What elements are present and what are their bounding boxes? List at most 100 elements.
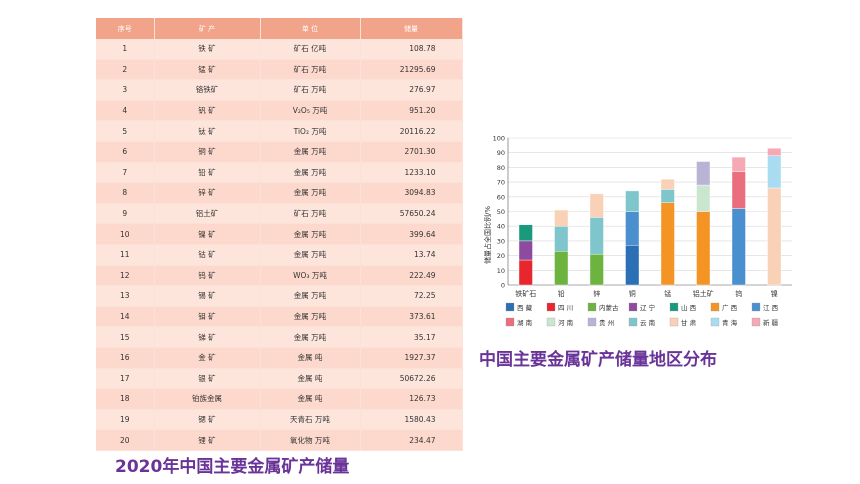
table-row: 11 钴 矿金属 万吨 13.74 <box>96 244 463 266</box>
cell-unit: V₂O₅ 万吨 <box>260 100 361 122</box>
legend-label: 河 南 <box>558 318 574 327</box>
y-tick-label: 70 <box>497 179 505 187</box>
cell-index: 8 <box>96 182 155 204</box>
bar-segment <box>518 259 533 286</box>
cell-unit: 金属 万吨 <box>260 244 361 266</box>
table-row: 9 铝土矿 矿石 万吨 57650.24 <box>96 203 463 225</box>
cell-reserve: 373.61 <box>360 306 463 328</box>
cell-unit: 金属 万吨 <box>260 141 361 163</box>
legend-label: 贵 州 <box>599 318 614 327</box>
cell-index: 12 <box>96 265 155 287</box>
cell-mineral: 铂族金属 <box>154 388 261 410</box>
legend-swatch <box>751 302 761 312</box>
legend-swatch <box>587 302 597 312</box>
legend-swatch <box>587 317 597 327</box>
bar-segment <box>589 217 604 255</box>
x-tick-label: 铝土矿 <box>693 289 714 298</box>
x-tick-label: 钨 <box>735 289 742 298</box>
legend-label: 云 南 <box>640 318 656 327</box>
cell-mineral: 锡 矿 <box>154 285 261 307</box>
cell-reserve: 3094.83 <box>360 182 463 204</box>
table-row: 14 钼 矿金属 万吨 373.61 <box>96 306 463 328</box>
cell-reserve: 1580.43 <box>360 409 463 431</box>
chart-bars <box>518 148 782 286</box>
table-row: 12 钨 矿 WO₃ 万吨 222.49 <box>96 265 463 287</box>
cell-index: 13 <box>96 285 155 307</box>
x-tick-label: 锌 <box>593 289 600 298</box>
cell-mineral: 锑 矿 <box>154 326 261 348</box>
table-row: 10 镍 矿金属 万吨 399.64 <box>96 223 463 245</box>
legend-swatch <box>669 302 679 312</box>
header-unit: 单 位 <box>260 18 361 39</box>
cell-mineral: 钨 矿 <box>154 265 261 287</box>
y-tick-label: 50 <box>497 208 505 216</box>
cell-index: 5 <box>96 120 155 142</box>
legend-swatch <box>505 317 515 327</box>
cell-mineral: 锌 矿 <box>154 182 261 204</box>
legend-label: 内蒙古 <box>599 303 619 312</box>
table-caption: 2020年中国主要金属矿产储量 <box>115 457 350 477</box>
legend-label: 甘 肃 <box>681 318 697 327</box>
cell-unit: WO₃ 万吨 <box>260 265 361 287</box>
cell-index: 11 <box>96 244 155 266</box>
x-tick-label: 镍 <box>771 289 778 298</box>
cell-unit: 金属 万吨 <box>260 306 361 328</box>
cell-unit: 矿石 万吨 <box>260 79 361 101</box>
cell-reserve: 50672.26 <box>360 368 463 390</box>
cell-index: 14 <box>96 306 155 328</box>
legend-label: 四 川 <box>558 304 573 312</box>
legend-swatch <box>628 302 638 312</box>
chart-caption: 中国主要金属矿产储量地区分布 <box>479 350 717 370</box>
cell-unit: 金属 吨 <box>260 347 361 369</box>
cell-index: 19 <box>96 409 155 431</box>
bar-segment <box>625 211 640 246</box>
legend-swatch <box>505 302 515 312</box>
cell-unit: 金属 万吨 <box>260 182 361 204</box>
cell-mineral: 钒 矿 <box>154 100 261 122</box>
legend-label: 青 海 <box>722 318 738 327</box>
legend-label: 山 西 <box>681 303 697 312</box>
bar-segment <box>767 148 782 156</box>
stacked-bar-chart: 0 10 20 30 40 50 60 70 80 90 100 储量占全国比例/% 铁矿石 铅 锌 铜 锰… <box>483 135 792 327</box>
cell-unit: 金属 万吨 <box>260 162 361 184</box>
cell-unit: 矿石 亿吨 <box>260 39 361 60</box>
legend-label: 新 疆 <box>763 318 779 327</box>
cell-unit: 金属 万吨 <box>260 285 361 307</box>
cell-reserve: 21295.69 <box>360 59 463 81</box>
cell-unit: 氧化物 万吨 <box>260 429 361 451</box>
legend-swatch <box>751 317 761 327</box>
legend-label: 西 藏 <box>517 303 533 312</box>
table-row: 18 铂族金属 金属 吨 126.73 <box>96 388 463 410</box>
cell-unit: 金属 万吨 <box>260 326 361 348</box>
y-axis-label: 储量占全国比例/% <box>483 206 492 264</box>
y-tick-label: 30 <box>497 237 505 245</box>
cell-mineral: 锂 矿 <box>154 429 261 451</box>
bar-segment <box>767 155 782 189</box>
bar-segment <box>554 209 569 227</box>
bar-segment <box>696 161 711 186</box>
cell-reserve: 13.74 <box>360 244 463 266</box>
table-row: 13 锡 矿金属 万吨 72.25 <box>96 285 463 307</box>
cell-mineral: 铁 矿 <box>154 39 261 60</box>
cell-index: 15 <box>96 326 155 348</box>
y-axis: 0 10 20 30 40 50 60 70 80 90 100 <box>493 135 509 290</box>
table-row: 16 金 矿金属 吨 1927.37 <box>96 347 463 369</box>
bar-segment <box>554 250 569 286</box>
cell-reserve: 57650.24 <box>360 203 463 225</box>
bar-segment <box>731 208 746 286</box>
cell-unit: TiO₂ 万吨 <box>260 120 361 142</box>
y-tick-label: 20 <box>497 252 505 260</box>
cell-index: 4 <box>96 100 155 122</box>
bar-segment <box>625 190 640 212</box>
cell-index: 17 <box>96 368 155 390</box>
bar-segment <box>731 156 746 173</box>
legend-swatch <box>669 317 679 327</box>
cell-mineral: 铝土矿 <box>154 203 261 225</box>
cell-index: 1 <box>96 39 155 60</box>
cell-unit: 金属 吨 <box>260 368 361 390</box>
cell-index: 2 <box>96 59 155 81</box>
y-tick-label: 90 <box>497 149 505 157</box>
